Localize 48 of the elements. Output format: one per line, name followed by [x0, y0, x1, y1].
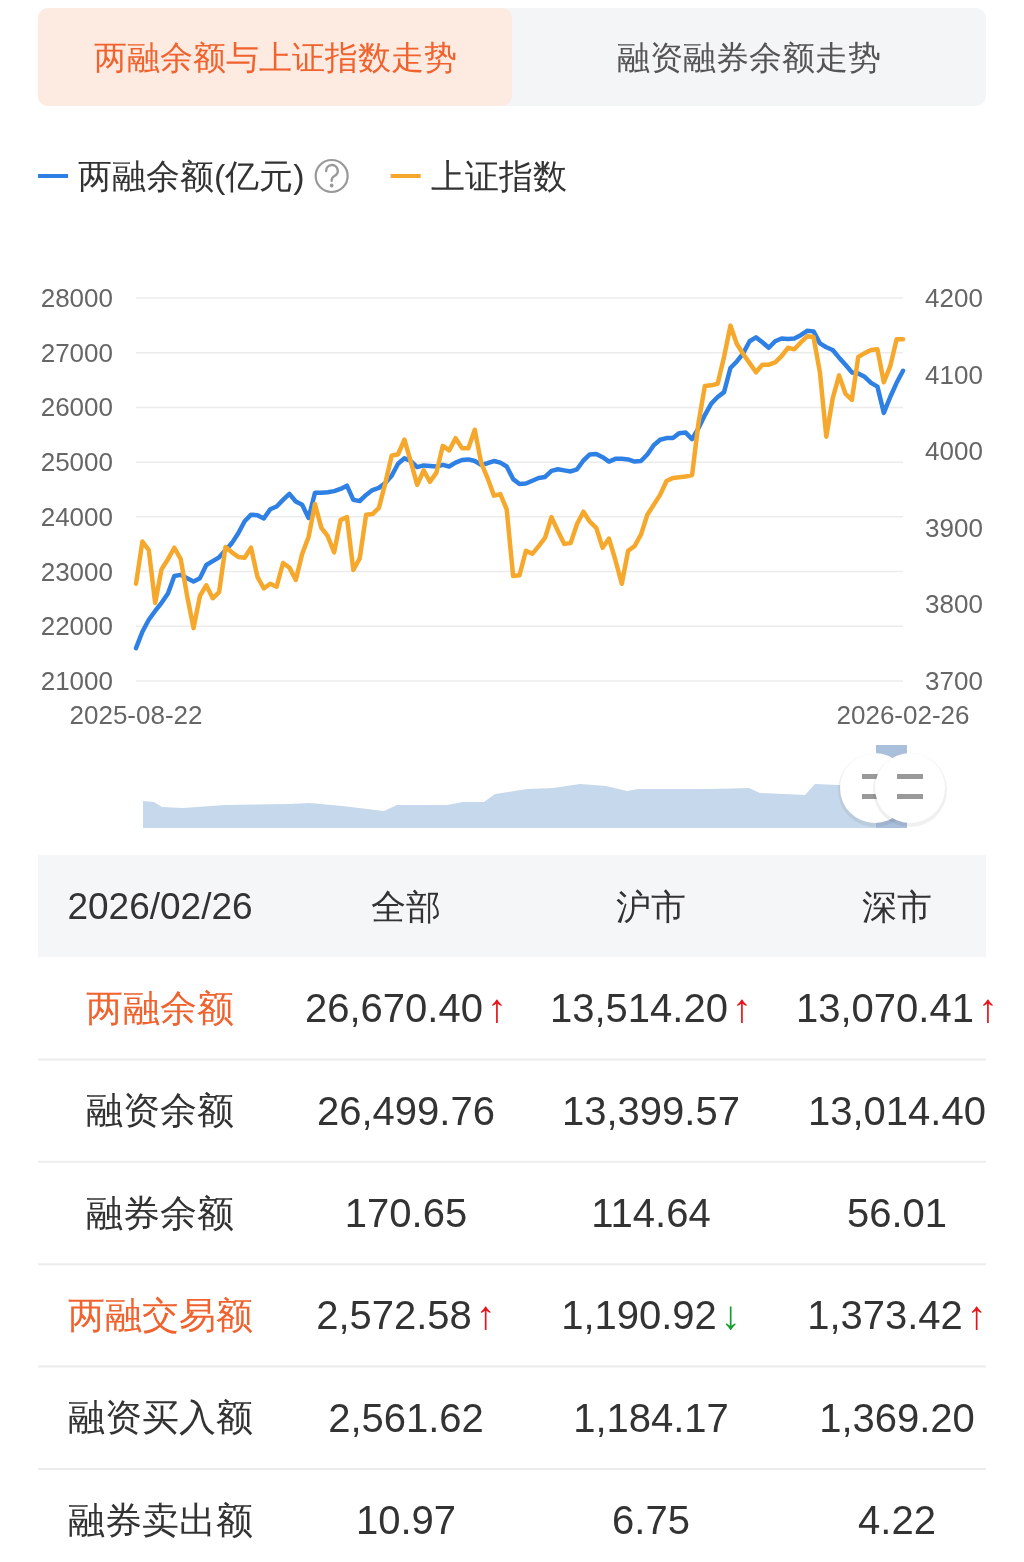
y2-tick-label: 4000 — [925, 436, 983, 467]
data-label: 26,499.76 — [317, 1088, 495, 1133]
y-tick-label: 22000 — [40, 611, 113, 642]
data-label: 1,190.92↓ — [561, 1293, 741, 1338]
data-label: 56.01 — [846, 1191, 948, 1235]
data-label: 13,399.57 — [562, 1088, 740, 1133]
legend-label: 两融余额(亿元) — [78, 157, 305, 195]
y-tick-label: 26000 — [40, 392, 113, 423]
legend-label: 两融余额 — [86, 987, 234, 1029]
y-tick-label: 25000 — [40, 447, 113, 478]
y-tick-label: 27000 — [40, 337, 113, 368]
y-tick-label: 24000 — [40, 501, 113, 532]
data-label: 4.22 — [858, 1498, 936, 1543]
y2-tick-label: 3900 — [925, 512, 983, 543]
category-label: 深市 — [862, 886, 932, 926]
text: 2026/02/26 — [67, 885, 253, 927]
category-label: 全部 — [371, 886, 441, 926]
chart-title: 两融余额与上证指数走势 — [93, 38, 457, 76]
data-label: 2,572.58↑ — [316, 1293, 496, 1338]
data-label: 13,014.40 — [808, 1088, 986, 1133]
category-label: 沪市 — [616, 886, 686, 926]
data-label: 13,070.41↑ — [796, 986, 998, 1031]
data-label: 10.97 — [355, 1498, 457, 1543]
y2-tick-label: 4200 — [925, 283, 983, 313]
data-label: 1,369.20 — [819, 1395, 975, 1440]
y-tick-label: 28000 — [40, 283, 113, 313]
data-label: 13,514.20↑ — [550, 986, 752, 1031]
legend-label: 融券卖出额 — [67, 1499, 253, 1541]
text: 融资融券余额走势 — [617, 38, 881, 76]
data-label: 26,670.40↑ — [305, 986, 507, 1031]
data-label: 1,373.42↑ — [807, 1293, 987, 1338]
data-label: 170.65 — [344, 1191, 468, 1235]
data-label: 6.75 — [612, 1498, 690, 1543]
legend-label: 融资余额 — [86, 1090, 234, 1132]
x-tick-label: 2025-08-22 — [69, 700, 203, 730]
legend-label: 融券余额 — [86, 1192, 234, 1234]
data-label: 2,561.62 — [328, 1395, 484, 1440]
data-label: 1,184.17 — [573, 1395, 729, 1440]
legend-label: 上证指数 — [430, 157, 567, 195]
y-tick-label: 21000 — [40, 666, 113, 696]
x-tick-label: 2026-02-26 — [836, 700, 970, 730]
y2-tick-label: 3700 — [925, 666, 983, 696]
data-label: 114.64 — [591, 1191, 711, 1235]
y2-tick-label: 3800 — [925, 589, 983, 620]
legend-label: 两融交易额 — [67, 1294, 253, 1336]
y2-tick-label: 4100 — [925, 359, 983, 390]
y-tick-label: 23000 — [40, 556, 113, 587]
legend-label: 融资买入额 — [67, 1397, 253, 1439]
